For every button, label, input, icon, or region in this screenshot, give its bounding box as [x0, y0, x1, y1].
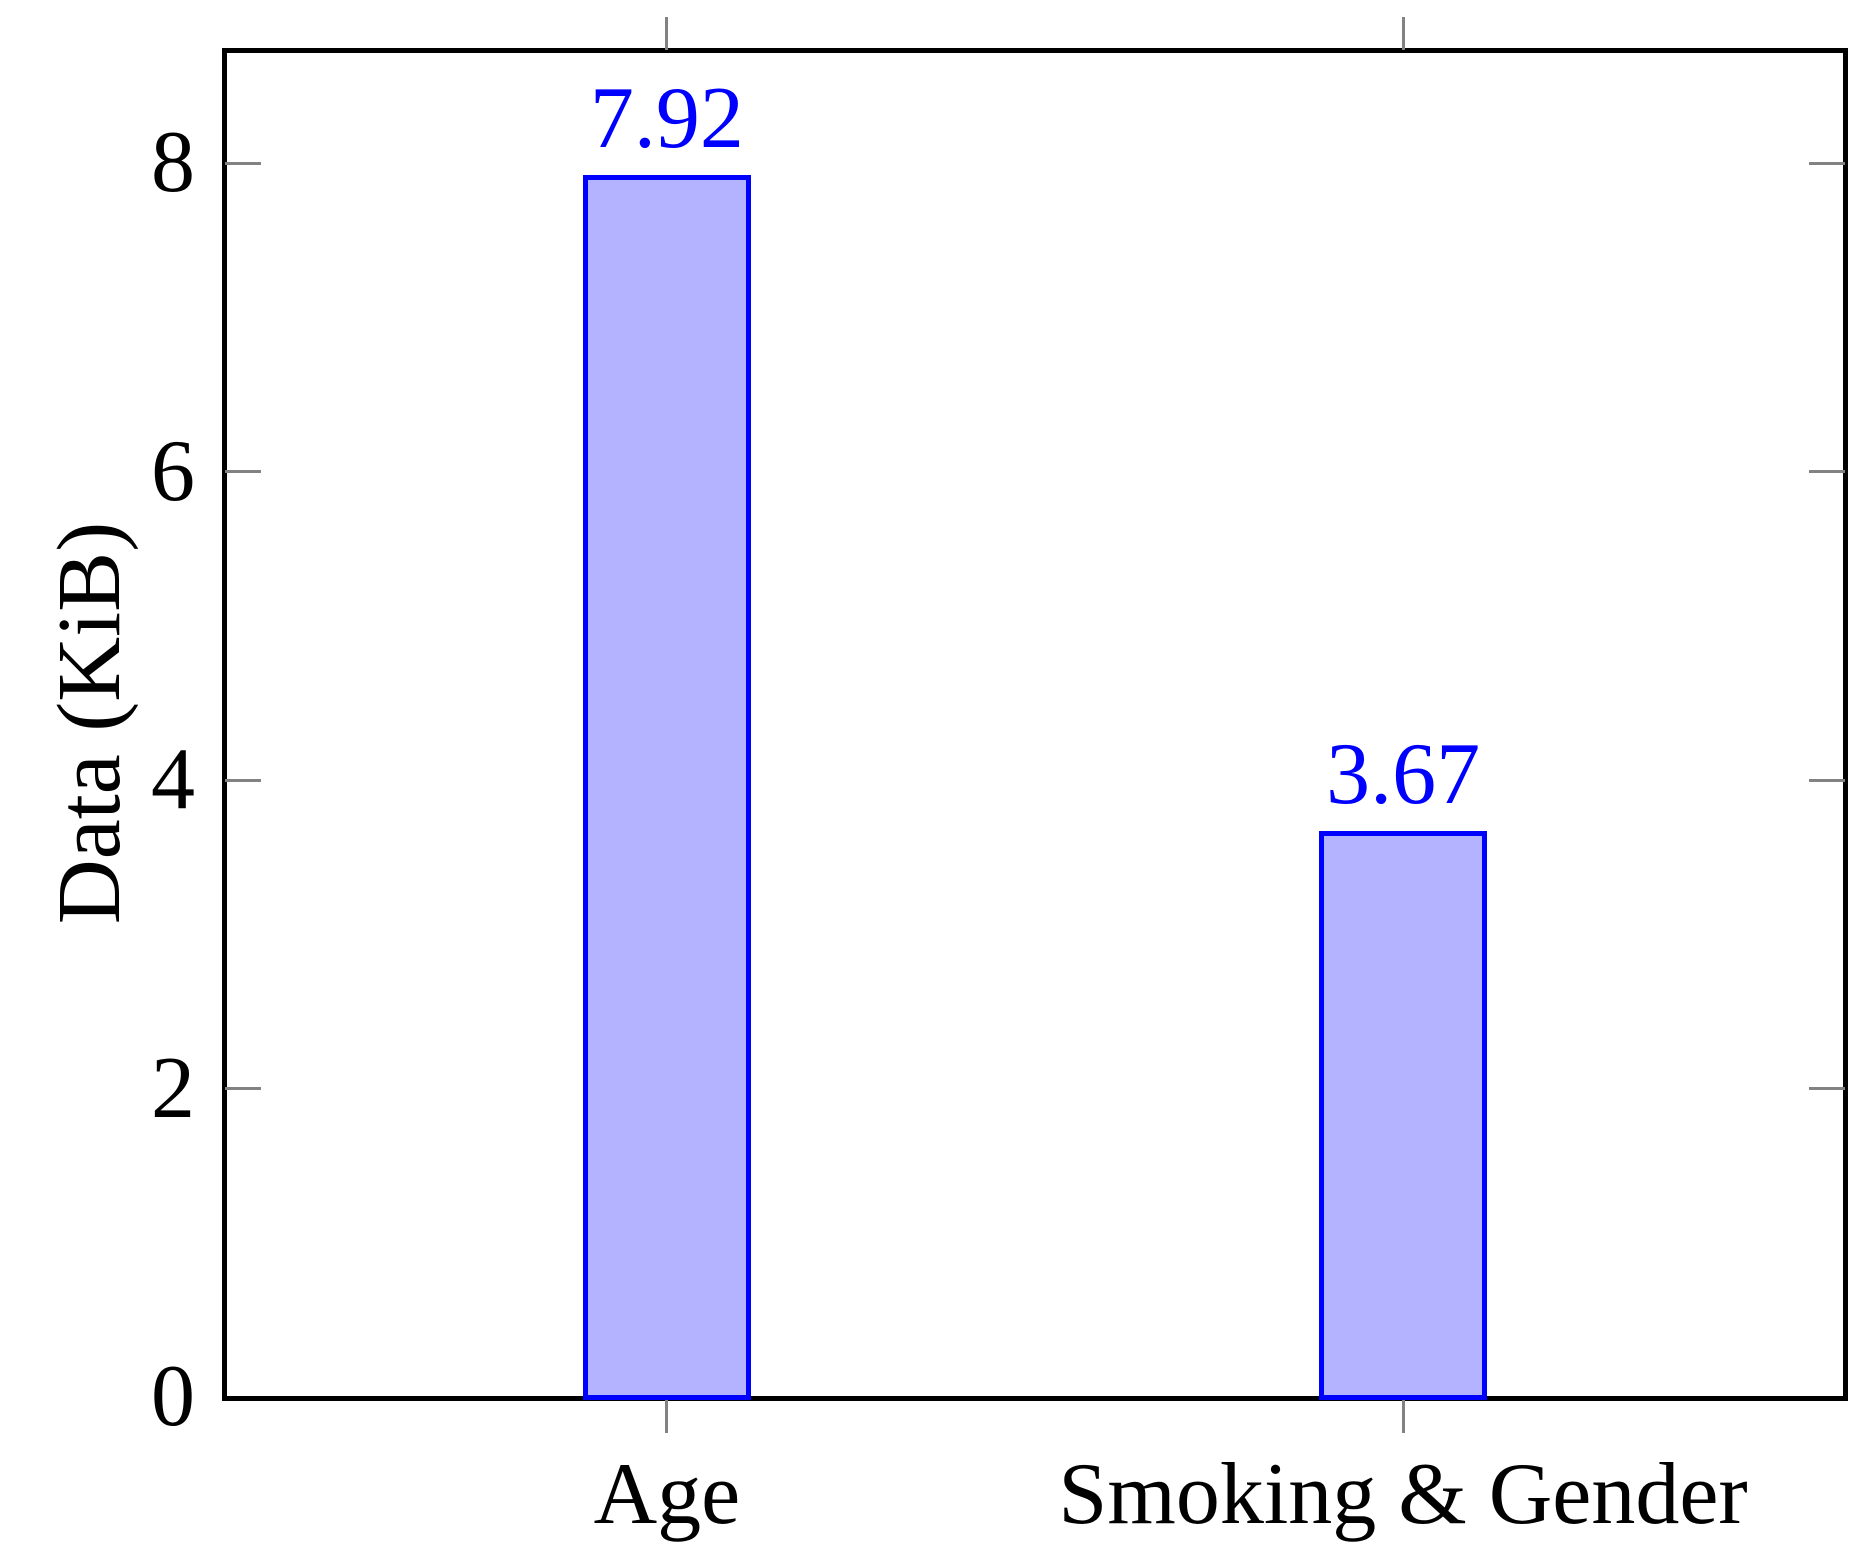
y-tick-label: 2: [151, 1039, 195, 1137]
y-tick-right: [1809, 778, 1845, 782]
bar-value-label: 7.92: [589, 70, 744, 168]
y-tick-left: [225, 161, 261, 165]
bar-smoking-gender: [1319, 830, 1488, 1400]
y-tick-right: [1809, 1087, 1845, 1090]
x-category-label: Age: [593, 1446, 741, 1543]
y-tick-label: 8: [151, 114, 195, 211]
y-tick-left: [225, 1087, 261, 1090]
y-axis-label: Data (KiB): [40, 521, 139, 925]
x-tick-top: [1401, 17, 1405, 50]
x-tick-top: [665, 17, 669, 50]
x-category-label: Smoking & Gender: [1058, 1446, 1748, 1543]
x-tick-bottom: [1401, 1400, 1405, 1433]
y-tick-label: 4: [151, 731, 195, 828]
y-tick-left: [225, 470, 261, 473]
y-tick-right: [1809, 470, 1845, 473]
y-tick-right: [1809, 161, 1845, 165]
y-tick-label: 0: [151, 1348, 195, 1445]
plot-frame: [222, 48, 1848, 1401]
bar-age: [582, 175, 751, 1400]
bar-value-label: 3.67: [1326, 725, 1481, 823]
y-tick-label: 6: [151, 422, 195, 520]
x-tick-bottom: [665, 1400, 669, 1433]
y-tick-left: [225, 778, 261, 782]
